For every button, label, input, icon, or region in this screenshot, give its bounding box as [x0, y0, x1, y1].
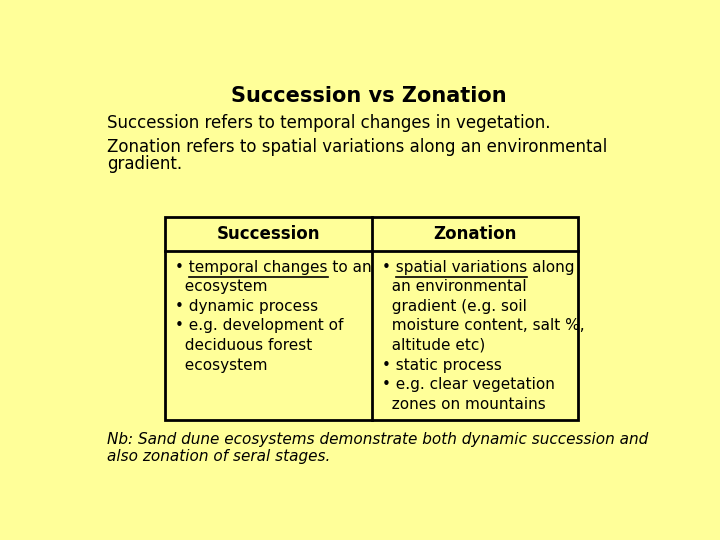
Text: • static process: • static process: [382, 357, 502, 373]
Text: • e.g. clear vegetation: • e.g. clear vegetation: [382, 377, 554, 392]
Text: • e.g. development of: • e.g. development of: [176, 319, 343, 333]
Bar: [166, 217, 578, 420]
Text: moisture content, salt %,: moisture content, salt %,: [382, 319, 585, 333]
Text: Zonation refers to spatial variations along an environmental: Zonation refers to spatial variations al…: [107, 138, 607, 156]
Text: • temporal changes to an: • temporal changes to an: [176, 260, 372, 275]
Text: Nb: Sand dune ecosystems demonstrate both dynamic succession and
also zonation o: Nb: Sand dune ecosystems demonstrate bot…: [107, 431, 648, 464]
Text: Succession: Succession: [217, 225, 320, 242]
Text: an environmental: an environmental: [382, 279, 526, 294]
Text: ecosystem: ecosystem: [176, 279, 268, 294]
Text: gradient.: gradient.: [107, 155, 182, 173]
Text: altitude etc): altitude etc): [382, 338, 485, 353]
Text: • dynamic process: • dynamic process: [176, 299, 318, 314]
Text: deciduous forest: deciduous forest: [176, 338, 312, 353]
Text: ecosystem: ecosystem: [176, 357, 268, 373]
Text: Succession vs Zonation: Succession vs Zonation: [231, 86, 507, 106]
Text: gradient (e.g. soil: gradient (e.g. soil: [382, 299, 527, 314]
Text: zones on mountains: zones on mountains: [382, 396, 546, 411]
Text: Succession refers to temporal changes in vegetation.: Succession refers to temporal changes in…: [107, 114, 550, 132]
Text: • spatial variations along: • spatial variations along: [382, 260, 575, 275]
Text: Zonation: Zonation: [433, 225, 517, 242]
